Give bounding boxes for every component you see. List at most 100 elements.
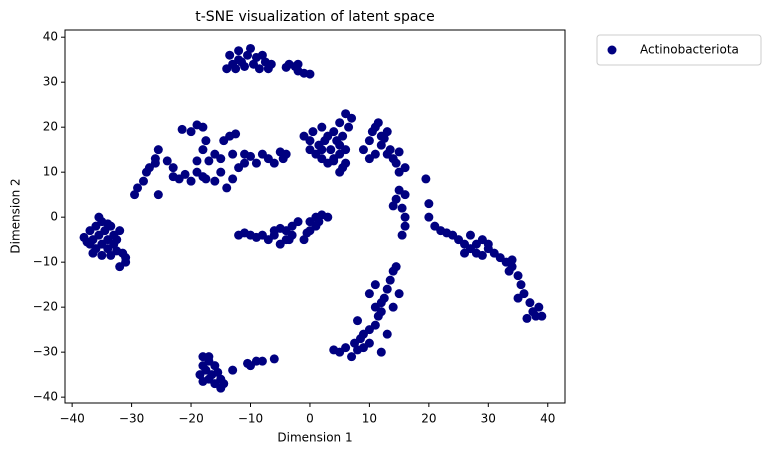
point bbox=[314, 217, 324, 227]
chart-title: t-SNE visualization of latent space bbox=[195, 9, 435, 25]
y-tick-label: −40 bbox=[33, 390, 58, 404]
y-tick-label: −30 bbox=[33, 345, 58, 359]
point bbox=[335, 140, 345, 150]
point bbox=[97, 250, 107, 260]
point bbox=[507, 255, 517, 265]
x-tick-label: −40 bbox=[59, 412, 84, 426]
point bbox=[382, 127, 392, 137]
point bbox=[364, 154, 374, 164]
point bbox=[391, 262, 401, 272]
x-tick-label: 30 bbox=[481, 412, 496, 426]
point bbox=[397, 230, 407, 240]
point bbox=[370, 320, 380, 330]
point bbox=[225, 50, 235, 60]
point bbox=[323, 131, 333, 141]
point bbox=[94, 212, 104, 222]
legend-box bbox=[596, 34, 762, 66]
point bbox=[299, 235, 309, 245]
plot-frame bbox=[64, 29, 566, 404]
point bbox=[210, 176, 220, 186]
point bbox=[257, 356, 267, 366]
point bbox=[358, 343, 368, 353]
point bbox=[364, 136, 374, 146]
point bbox=[483, 239, 493, 249]
y-tick-label: 20 bbox=[43, 120, 58, 134]
point bbox=[180, 169, 190, 179]
point bbox=[177, 124, 187, 134]
point bbox=[269, 354, 279, 364]
point bbox=[281, 235, 291, 245]
point bbox=[400, 190, 410, 200]
point bbox=[281, 62, 291, 72]
point bbox=[358, 145, 368, 155]
legend-marker bbox=[607, 45, 617, 55]
point bbox=[130, 190, 140, 200]
point bbox=[234, 46, 244, 56]
point bbox=[388, 201, 398, 211]
point bbox=[516, 280, 526, 290]
point bbox=[216, 383, 226, 393]
point bbox=[424, 212, 434, 222]
point bbox=[302, 228, 312, 238]
point bbox=[82, 237, 92, 247]
y-axis-label: Dimension 2 bbox=[9, 178, 23, 253]
point bbox=[231, 64, 241, 74]
point bbox=[213, 367, 223, 377]
point bbox=[121, 253, 131, 263]
point bbox=[465, 230, 475, 240]
x-tick-label: −10 bbox=[238, 412, 263, 426]
point bbox=[243, 50, 253, 60]
point bbox=[186, 127, 196, 137]
point bbox=[397, 203, 407, 213]
point bbox=[162, 156, 172, 166]
point bbox=[335, 118, 345, 128]
point bbox=[385, 275, 395, 285]
y-tick-label: 40 bbox=[43, 30, 58, 44]
point bbox=[204, 352, 214, 362]
point bbox=[308, 127, 318, 137]
point bbox=[138, 176, 148, 186]
point bbox=[394, 147, 404, 157]
point bbox=[168, 163, 178, 173]
point bbox=[251, 158, 261, 168]
point bbox=[323, 212, 333, 222]
point bbox=[522, 313, 532, 323]
point bbox=[133, 183, 143, 193]
point bbox=[201, 136, 211, 146]
point bbox=[228, 365, 238, 375]
point bbox=[269, 226, 279, 236]
point bbox=[388, 302, 398, 312]
point bbox=[201, 174, 211, 184]
y-tick-label: −20 bbox=[33, 300, 58, 314]
point bbox=[228, 149, 238, 159]
point bbox=[305, 69, 315, 79]
point bbox=[266, 59, 276, 69]
x-tick-label: 40 bbox=[540, 412, 555, 426]
point bbox=[112, 246, 122, 256]
point bbox=[341, 158, 351, 168]
point bbox=[237, 57, 247, 67]
point bbox=[305, 136, 315, 146]
point bbox=[245, 43, 255, 53]
point bbox=[537, 311, 547, 321]
point bbox=[216, 154, 226, 164]
point bbox=[210, 361, 220, 371]
point bbox=[400, 163, 410, 173]
point bbox=[216, 167, 226, 177]
point bbox=[88, 248, 98, 258]
point bbox=[240, 149, 250, 159]
point bbox=[370, 280, 380, 290]
point bbox=[195, 370, 205, 380]
point bbox=[329, 156, 339, 166]
point bbox=[379, 133, 389, 143]
point bbox=[507, 262, 517, 272]
point bbox=[424, 199, 434, 209]
x-tick-label: 0 bbox=[306, 412, 314, 426]
point bbox=[344, 122, 354, 132]
point bbox=[391, 194, 401, 204]
point bbox=[115, 226, 125, 236]
point bbox=[382, 329, 392, 339]
y-tick-label: 10 bbox=[43, 165, 58, 179]
point bbox=[198, 376, 208, 386]
point bbox=[243, 358, 253, 368]
